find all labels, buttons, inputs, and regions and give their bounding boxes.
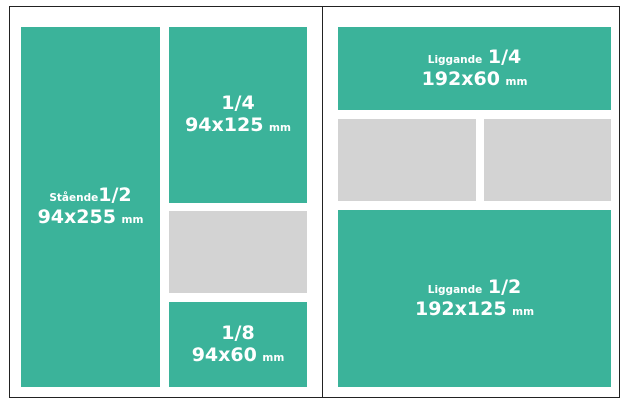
ad-box: Liggande 1/4 192x60 mm xyxy=(338,27,611,110)
ad-box: Stående1/2 94x255 mm xyxy=(21,27,160,387)
ad-box: Liggande 1/2 192x125 mm xyxy=(338,210,611,387)
ad-fraction: 1/8 xyxy=(221,321,255,344)
ad-name: Stående xyxy=(49,192,99,205)
ad-unit: mm xyxy=(269,122,291,134)
ad-unit: mm xyxy=(262,351,285,364)
ad-fraction: 1/4 xyxy=(221,92,255,115)
ad-unit: mm xyxy=(505,75,528,88)
ad-size: 192x60 xyxy=(421,67,500,90)
divider xyxy=(322,6,323,398)
ad-fraction: 1/2 xyxy=(98,184,132,207)
frame xyxy=(9,6,620,398)
ad-name: Liggande xyxy=(427,53,483,66)
ad-size: 94x60 xyxy=(191,343,257,366)
ad-unit: mm xyxy=(121,214,144,226)
placeholder xyxy=(169,211,307,293)
ad-box: 1/8 94x60 mm xyxy=(169,302,307,387)
ad-size: 192x125 xyxy=(414,297,507,320)
ad-size: 94x125 xyxy=(185,114,264,136)
placeholder xyxy=(338,119,476,201)
ad-size: 94x255 xyxy=(37,206,116,228)
placeholder xyxy=(484,119,611,201)
ad-name: Liggande xyxy=(427,283,483,296)
ad-fraction: 1/4 xyxy=(487,45,522,68)
ad-unit: mm xyxy=(512,305,535,318)
ad-fraction: 1/2 xyxy=(487,275,522,298)
ad-box: 1/4 94x125 mm xyxy=(169,27,307,203)
